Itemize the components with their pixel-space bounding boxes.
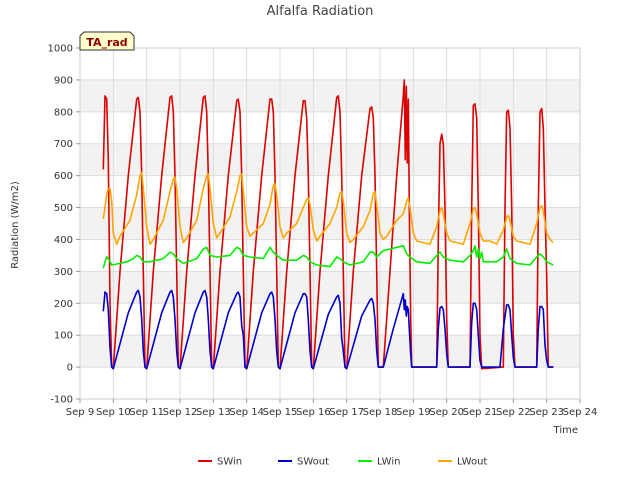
series-line-lwout: [102, 171, 554, 245]
y-tick-label: 900: [54, 75, 73, 86]
series-line-swin: [102, 79, 554, 370]
series-line-swout: [102, 289, 554, 370]
background-band: [80, 271, 580, 304]
plot-frame: [79, 47, 581, 400]
background-band: [80, 367, 580, 399]
y-tick-label: 1000: [48, 44, 73, 55]
y-tick-label: 100: [54, 331, 73, 342]
background-band: [80, 175, 580, 208]
x-tick-label: Sep 12: [163, 407, 198, 418]
background-band: [80, 111, 580, 144]
background-band: [80, 335, 580, 368]
x-tick-label: Sep 15: [263, 407, 298, 418]
chart-title: Alfalfa Radiation: [267, 4, 374, 19]
series-layer: [102, 79, 554, 370]
x-tick-label: Sep 16: [296, 407, 331, 418]
y-tick-label: -100: [50, 395, 73, 406]
x-axis-title: Time: [553, 425, 578, 436]
legend-label-swout: SWout: [297, 457, 329, 468]
x-tick-label: Sep 13: [196, 407, 231, 418]
y-tick-label: 200: [54, 299, 73, 310]
background-band: [80, 79, 580, 112]
legend: SWin SWout LWin LWout: [198, 457, 487, 468]
y-tick-label: 600: [54, 171, 73, 182]
background-band: [80, 48, 580, 80]
x-tick-label: Sep 22: [496, 407, 531, 418]
y-tick-label: 500: [54, 203, 73, 214]
x-tick-label: Sep 9: [66, 407, 94, 418]
series-line-lwin: [102, 245, 554, 269]
x-tick-label: Sep 24: [563, 407, 598, 418]
y-axis-ticks: -100 0 100 200 300 400 500 600 700 800 900 1000: [48, 44, 80, 406]
y-tick-label: 700: [54, 139, 73, 150]
y-tick-label: 800: [54, 107, 73, 118]
x-tick-label: Sep 18: [363, 407, 398, 418]
y-tick-label: 400: [54, 235, 73, 246]
y-tick-label: 300: [54, 267, 73, 278]
legend-label-lwin: LWin: [377, 457, 400, 468]
x-tick-label: Sep 19: [396, 407, 431, 418]
x-tick-label: Sep 10: [96, 407, 131, 418]
x-tick-label: Sep 23: [529, 407, 564, 418]
legend-label-swin: SWin: [217, 457, 242, 468]
x-tick-label: Sep 20: [429, 407, 464, 418]
x-tick-label: Sep 21: [463, 407, 498, 418]
x-tick-label: Sep 17: [329, 407, 364, 418]
ta-rad-badge: TA_rad: [79, 31, 135, 51]
y-tick-label: 0: [67, 363, 73, 374]
x-tick-label: Sep 11: [129, 407, 164, 418]
legend-label-lwout: LWout: [457, 457, 487, 468]
x-tick-label: Sep 14: [229, 407, 264, 418]
y-axis-title: Radiation (W/m2): [10, 181, 21, 269]
ta-rad-badge-label: TA_rad: [86, 36, 127, 49]
